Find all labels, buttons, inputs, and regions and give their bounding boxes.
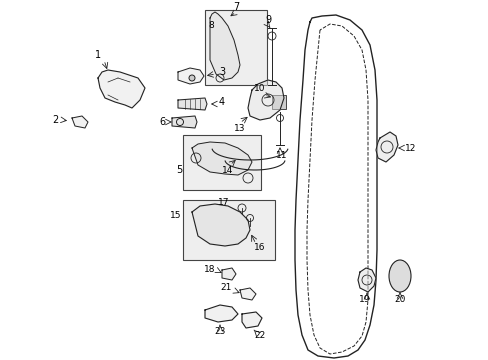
Text: 2: 2 — [52, 115, 58, 125]
Text: 10: 10 — [254, 84, 265, 93]
Ellipse shape — [388, 260, 410, 292]
Text: 22: 22 — [254, 332, 265, 341]
Text: 18: 18 — [203, 266, 215, 275]
Bar — [183, 200, 274, 260]
Text: 3: 3 — [219, 67, 224, 77]
Polygon shape — [209, 12, 240, 80]
Text: 7: 7 — [232, 2, 239, 12]
Text: 5: 5 — [175, 165, 182, 175]
Circle shape — [189, 75, 195, 81]
Bar — [183, 135, 261, 190]
Text: 9: 9 — [264, 15, 270, 25]
Text: 15: 15 — [169, 211, 181, 220]
Polygon shape — [192, 204, 249, 246]
Polygon shape — [222, 268, 236, 280]
Text: 20: 20 — [393, 296, 405, 305]
Text: 1: 1 — [95, 50, 101, 60]
Bar — [204, 10, 266, 85]
Polygon shape — [247, 80, 284, 120]
Polygon shape — [178, 68, 203, 84]
Text: 12: 12 — [404, 144, 415, 153]
Text: 11: 11 — [276, 150, 287, 159]
Text: 17: 17 — [218, 198, 229, 207]
Polygon shape — [192, 142, 251, 175]
Text: 6: 6 — [159, 117, 164, 127]
Polygon shape — [178, 98, 206, 110]
Text: 19: 19 — [359, 296, 370, 305]
Text: 13: 13 — [234, 123, 245, 132]
Text: 4: 4 — [219, 97, 224, 107]
Polygon shape — [172, 116, 197, 128]
Polygon shape — [72, 116, 88, 128]
Text: 23: 23 — [214, 328, 225, 337]
Polygon shape — [375, 132, 397, 162]
Polygon shape — [204, 305, 238, 322]
Polygon shape — [357, 268, 375, 292]
Bar — [271, 95, 285, 109]
Text: 8: 8 — [207, 21, 213, 30]
Polygon shape — [98, 70, 145, 108]
Polygon shape — [240, 288, 256, 300]
Polygon shape — [242, 312, 262, 328]
Text: 16: 16 — [254, 243, 265, 252]
Text: 21: 21 — [220, 284, 231, 292]
Text: 14: 14 — [222, 166, 233, 175]
